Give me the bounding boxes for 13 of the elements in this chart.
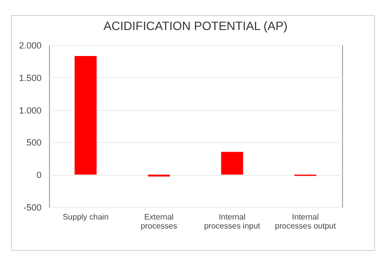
chart-title: ACIDIFICATION POTENTIAL (AP) [103, 19, 288, 33]
x-tick-label: Internal processes input [204, 212, 261, 230]
x-tick-label: Internal processes output [274, 212, 337, 230]
y-tick-label: 1.500 [18, 72, 42, 83]
y-tick-label: 1.000 [18, 105, 42, 116]
y-tick-label: 0 [36, 170, 42, 180]
y-tick-label: 500 [26, 138, 42, 148]
y-tick-label: -500 [23, 202, 42, 212]
y-tick-label: 2.000 [18, 40, 42, 50]
x-tick-label: Supply chain [62, 212, 109, 222]
bar [74, 56, 97, 175]
bar [221, 152, 244, 175]
x-tick-label: External processes [140, 212, 178, 230]
